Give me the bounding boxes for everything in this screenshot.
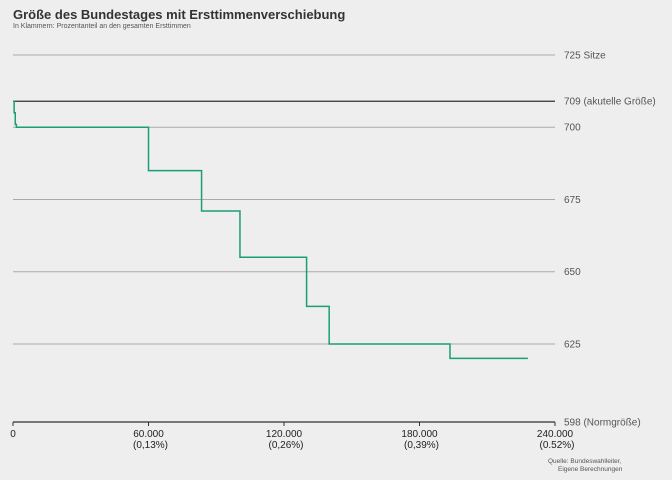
source-line-2: Eigene Berechnungen	[558, 466, 623, 473]
y-tick-label-709: 709 (akutelle Größe)	[564, 97, 656, 108]
y-tick-label-700: 700	[564, 123, 581, 134]
x-tick-sublabel-180000: (0,39%)	[404, 440, 439, 451]
x-tick-sublabel-120000: (0,26%)	[268, 440, 303, 451]
source-line-1: Quelle: Bundeswahlleiter,	[548, 458, 622, 465]
x-tick-label-240000: 240.000	[537, 429, 574, 440]
x-tick-sublabel-240000: (0.52%)	[539, 440, 574, 451]
x-tick-label-0: 0	[10, 429, 16, 440]
x-tick-sublabel-60000: (0,13%)	[133, 440, 168, 451]
y-tick-label-598: 598 (Normgröße)	[564, 418, 641, 429]
x-tick-label-60000: 60.000	[133, 429, 164, 440]
x-tick-label-120000: 120.000	[266, 429, 303, 440]
x-tick-label-180000: 180.000	[401, 429, 438, 440]
chart-title: Größe des Bundestages mit Ersttimmenvers…	[13, 7, 346, 22]
y-tick-label-650: 650	[564, 267, 581, 278]
y-tick-label-675: 675	[564, 195, 581, 206]
seats-step-line	[13, 100, 528, 360]
source-note: Quelle: Bundeswahlleiter, Eigene Berechn…	[548, 458, 622, 474]
y-tick-label-725: 725 Sitze	[564, 51, 606, 62]
y-tick-label-625: 625	[564, 339, 581, 350]
chart-subtitle: In Klammern: Prozentanteil an den gesamt…	[13, 23, 191, 30]
